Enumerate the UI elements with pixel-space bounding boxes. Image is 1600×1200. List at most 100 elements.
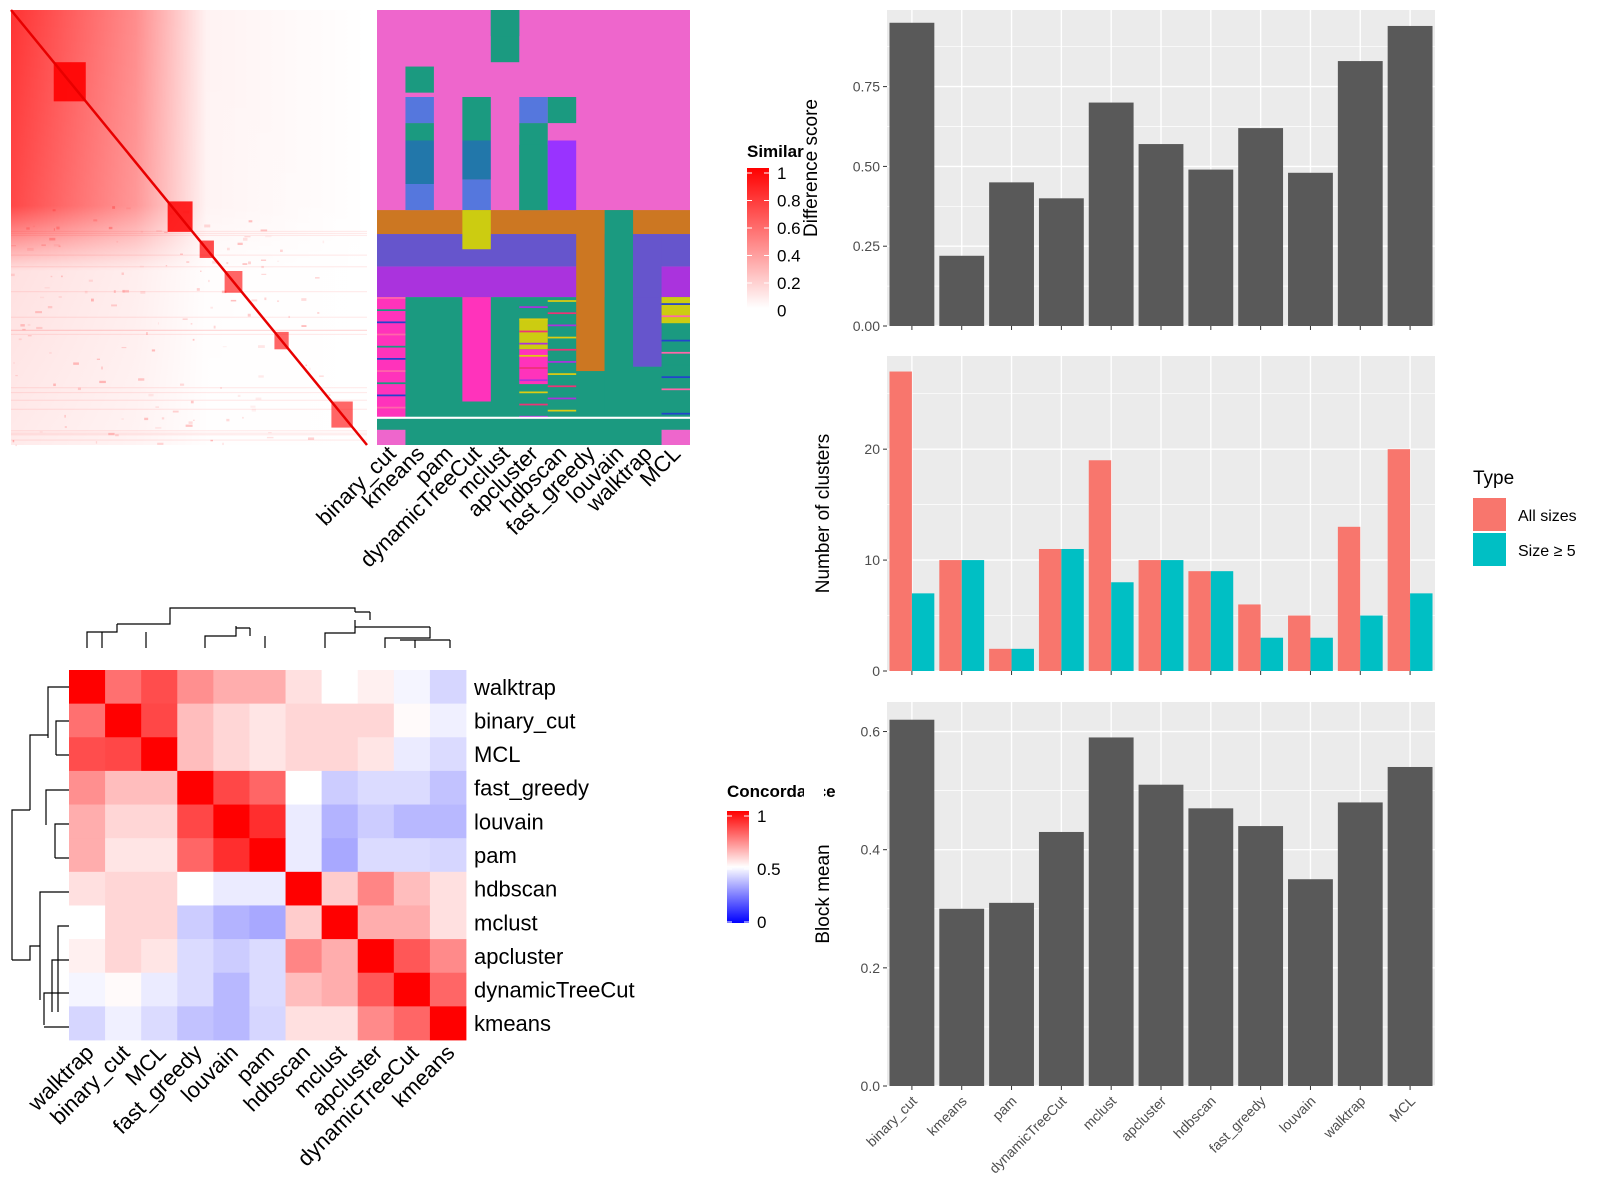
- y-axis-title: Number of clusters: [813, 434, 834, 593]
- similarity-row-stripe: [11, 234, 367, 237]
- similarity-row-stripe: [11, 333, 367, 336]
- concordance-cell: [285, 770, 323, 805]
- similarity-cell: [161, 417, 165, 420]
- concordance-cell: [429, 972, 467, 1007]
- similarity-row-stripe: [11, 291, 367, 293]
- similarity-cell: [264, 297, 267, 301]
- similarity-cell: [27, 247, 34, 251]
- membership-cell: [547, 373, 577, 375]
- concordance-cell: [393, 871, 431, 906]
- similarity-row-stripe: [11, 430, 367, 432]
- concordance-cell: [213, 804, 250, 839]
- membership-cell: [661, 429, 690, 445]
- concordance-cell: [141, 939, 178, 974]
- concordance-cell: [357, 1006, 395, 1041]
- bar-hdbscan: [1188, 169, 1234, 326]
- bar-all-sizes-walktrap: [1337, 526, 1361, 671]
- membership-cell: [377, 321, 406, 324]
- similarity-cell: [84, 290, 88, 294]
- concordance-cell: [285, 972, 323, 1007]
- concordance-cell: [285, 905, 323, 940]
- x-tick-label-mcl: MCL: [1386, 1093, 1418, 1125]
- similarity-cell: [99, 380, 106, 384]
- concordance-cell: [285, 838, 323, 873]
- concordance-cell: [321, 703, 359, 738]
- concordance-row-label-binary-cut: binary_cut: [474, 708, 576, 733]
- concordance-cell: [213, 905, 250, 940]
- similarity-cell: [164, 231, 168, 233]
- similarity-cell: [182, 318, 188, 320]
- similarity-cell: [140, 291, 146, 294]
- concordance-column-labels: walktrapbinary_cutMCLfast_greedylouvainp…: [22, 1040, 459, 1171]
- concordance-row-label-mcl: MCL: [474, 742, 520, 767]
- similarity-cell: [53, 228, 55, 231]
- similarity-cell: [244, 236, 251, 238]
- concordance-cell: [141, 972, 178, 1007]
- bar-mcl: [1387, 766, 1433, 1086]
- concordance-cell: [177, 670, 214, 705]
- membership-cell: [462, 297, 491, 402]
- similarity-cell: [15, 444, 17, 447]
- similarity-cell: [268, 432, 272, 434]
- bar-all-sizes-louvain: [1288, 615, 1311, 671]
- bar-kmeans: [939, 255, 985, 326]
- concordance-cell: [249, 905, 286, 940]
- similarity-cell: [247, 313, 251, 317]
- similarity-cell: [328, 394, 331, 397]
- similarity-legend-tick-label: 0.6: [777, 219, 801, 238]
- concordance-cell: [321, 737, 359, 772]
- concordance-cell: [321, 871, 359, 906]
- concordance-cell: [249, 972, 286, 1007]
- concordance-legend-tick-label: 0: [757, 913, 766, 932]
- similarity-cell: [49, 351, 52, 354]
- membership-cell: [547, 324, 577, 327]
- membership-heatmap: [377, 10, 690, 445]
- membership-cell: [462, 97, 491, 141]
- similarity-cell: [60, 275, 63, 278]
- similarity-cell: [307, 437, 315, 440]
- membership-cell: [661, 339, 690, 342]
- similarity-cell: [146, 332, 148, 335]
- similarity-cell: [49, 237, 56, 241]
- legend-key-size-ge-5: [1473, 533, 1506, 566]
- concordance-cell: [393, 737, 431, 772]
- bar-size-5-walktrap: [1360, 615, 1383, 671]
- concordance-cell: [177, 1006, 214, 1041]
- concordance-cell: [105, 804, 142, 839]
- similarity-cell: [95, 441, 98, 444]
- concordance-cell: [213, 939, 250, 974]
- bar-all-sizes-mcl: [1387, 449, 1411, 671]
- concordance-cell: [429, 838, 467, 873]
- concordance-row-label-mclust: mclust: [474, 910, 538, 935]
- membership-cell: [377, 333, 406, 336]
- similarity-cell: [180, 253, 183, 255]
- concordance-cell: [357, 939, 395, 974]
- membership-cell: [576, 210, 605, 372]
- membership-cell: [547, 312, 577, 315]
- bar-fast-greedy: [1238, 826, 1284, 1086]
- similarity-cell: [26, 227, 30, 230]
- similarity-cell: [288, 315, 291, 318]
- membership-cell: [405, 184, 434, 211]
- membership-cell: [661, 412, 690, 415]
- bar-hdbscan: [1188, 808, 1234, 1086]
- bar-louvain: [1288, 879, 1333, 1086]
- concordance-cell: [105, 703, 142, 738]
- similarity-cell: [221, 290, 227, 294]
- concordance-cell: [69, 838, 106, 873]
- bar-all-sizes-apcluster: [1138, 560, 1161, 671]
- membership-cell: [377, 406, 406, 409]
- similarity-row-stripe: [11, 329, 367, 331]
- membership-cell: [661, 297, 690, 324]
- similarity-cell: [112, 206, 116, 209]
- similarity-cell: [255, 397, 262, 400]
- concordance-cell: [393, 770, 431, 805]
- similarity-cell: [56, 226, 60, 230]
- similarity-row-stripe: [11, 399, 367, 401]
- concordance-row-label-apcluster: apcluster: [474, 944, 563, 969]
- membership-cell: [377, 429, 406, 445]
- concordance-cell: [141, 737, 178, 772]
- similarity-cell: [183, 210, 190, 214]
- bar-mclust: [1088, 737, 1134, 1086]
- column-dendrogram-branches: [86, 607, 451, 648]
